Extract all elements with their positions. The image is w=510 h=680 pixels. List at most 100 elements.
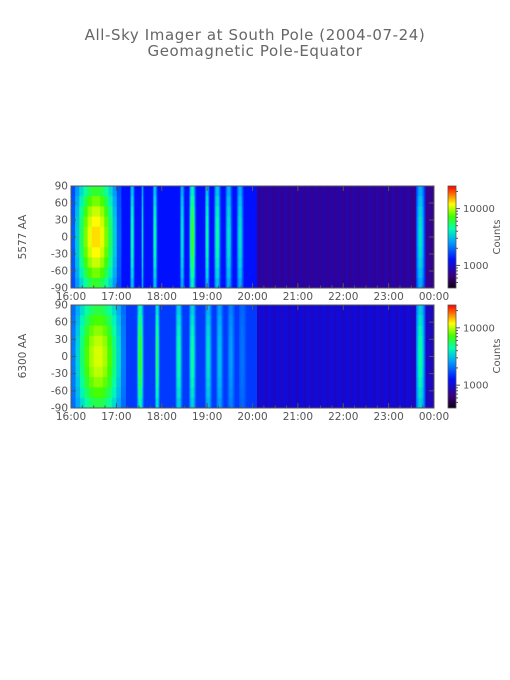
heatmap-column xyxy=(326,305,329,408)
x-tick-label: 00:00 xyxy=(419,411,449,423)
heatmap-band-cell xyxy=(219,206,221,218)
heatmap-band-cell xyxy=(416,346,418,357)
heatmap-band-cell xyxy=(229,237,231,248)
heatmap-band-cell xyxy=(211,377,213,388)
heatmap-band-cell xyxy=(111,387,117,399)
heatmap-band-cell xyxy=(137,305,139,316)
heatmap-band-cell xyxy=(217,206,219,218)
heatmap-band-cell xyxy=(104,196,109,207)
heatmap-band-cell xyxy=(102,397,108,409)
heatmap-band-cell xyxy=(418,305,420,316)
heatmap-column xyxy=(340,186,343,288)
heatmap-column xyxy=(269,186,272,288)
heatmap-band-cell xyxy=(221,397,223,409)
heatmap-band-cell xyxy=(216,277,218,289)
heatmap-band-cell xyxy=(421,237,424,248)
heatmap-band-cell xyxy=(139,356,141,368)
heatmap-band-cell xyxy=(419,247,421,258)
heatmap-band-cell xyxy=(139,305,141,316)
heatmap-band-cell xyxy=(216,397,218,409)
heatmap-band-cell xyxy=(175,377,177,388)
heatmap-band-cell xyxy=(192,305,195,316)
heatmap-band-cell xyxy=(79,216,84,228)
heatmap-band-cell xyxy=(416,277,418,289)
heatmap-band-cell xyxy=(216,346,218,357)
heatmap-band-cell xyxy=(136,377,138,388)
heatmap-band-cell xyxy=(229,196,231,207)
heatmap-band-cell xyxy=(238,247,240,258)
heatmap-band-cell xyxy=(423,247,425,258)
heatmap-band-cell xyxy=(218,206,220,218)
heatmap-column xyxy=(324,305,327,408)
heatmap-column xyxy=(412,186,415,288)
heatmap-band-cell xyxy=(137,356,139,368)
heatmap-band-cell xyxy=(116,267,122,279)
heatmap-band-cell xyxy=(230,247,233,258)
heatmap-band-cell xyxy=(139,305,141,316)
heatmap-band-cell xyxy=(236,237,238,248)
heatmap-band-cell xyxy=(178,346,180,357)
heatmap-band-cell xyxy=(225,277,227,289)
heatmap-band-cell xyxy=(416,335,418,347)
heatmap-band-cell xyxy=(111,356,117,368)
heatmap-band-cell xyxy=(159,356,160,368)
heatmap-band-cell xyxy=(213,226,215,238)
heatmap-band-cell xyxy=(219,387,221,399)
heatmap-band-cell xyxy=(143,196,145,207)
heatmap-band-cell xyxy=(417,186,419,197)
heatmap-band-cell xyxy=(75,226,80,238)
heatmap-column xyxy=(291,186,294,288)
heatmap-band-cell xyxy=(208,387,210,399)
heatmap-band-cell xyxy=(184,257,185,269)
heatmap-band-cell xyxy=(217,237,219,248)
heatmap-band-cell xyxy=(143,325,145,337)
heatmap-band-cell xyxy=(189,335,191,347)
heatmap-band-cell xyxy=(84,366,90,378)
heatmap-band-cell xyxy=(219,315,221,327)
heatmap-band-cell xyxy=(417,356,419,368)
heatmap-band-cell xyxy=(241,397,243,409)
heatmap-column xyxy=(342,186,345,288)
heatmap-band-cell xyxy=(219,226,221,238)
heatmap-band-cell xyxy=(179,325,181,337)
heatmap-band-cell xyxy=(190,196,192,207)
heatmap-band-cell xyxy=(419,325,421,337)
heatmap-band-cell xyxy=(194,257,196,269)
heatmap-band-cell xyxy=(228,277,230,289)
heatmap-band-cell xyxy=(216,325,218,337)
heatmap-column xyxy=(387,186,390,288)
heatmap-band-cell xyxy=(232,335,234,347)
heatmap-column xyxy=(379,186,382,288)
heatmap-band-cell xyxy=(242,196,244,207)
heatmap-band-cell xyxy=(100,237,105,248)
heatmap-band-cell xyxy=(140,346,142,357)
heatmap-band-cell xyxy=(71,315,77,327)
heatmap-band-cell xyxy=(175,397,177,409)
heatmap-band-cell xyxy=(230,186,233,197)
heatmap-band-cell xyxy=(190,315,192,327)
heatmap-band-cell xyxy=(421,387,423,399)
heatmap-band-cell xyxy=(89,315,95,327)
heatmap-band-cell xyxy=(228,247,230,258)
heatmap-column xyxy=(267,186,270,288)
heatmap-band-cell xyxy=(218,226,220,238)
heatmap-band-cell xyxy=(419,216,421,228)
heatmap-band-cell xyxy=(217,267,219,279)
heatmap-band-cell xyxy=(159,397,160,409)
heatmap-band-cell xyxy=(108,186,114,197)
heatmap-band-cell xyxy=(179,356,181,368)
heatmap-column xyxy=(322,305,325,408)
heatmap-band-cell xyxy=(120,325,126,337)
heatmap-band-cell xyxy=(241,226,243,238)
heatmap-band-cell xyxy=(421,277,423,289)
heatmap-band-cell xyxy=(220,356,222,368)
heatmap-band-cell xyxy=(228,397,230,409)
heatmap-band-cell xyxy=(219,257,221,269)
heatmap-column xyxy=(361,186,364,288)
heatmap-column xyxy=(261,305,264,408)
heatmap-band-cell xyxy=(71,257,76,269)
heatmap-band-cell xyxy=(178,325,180,337)
heatmap-band-cell xyxy=(227,397,229,409)
heatmap-band-cell xyxy=(226,216,229,228)
heatmap-band-cell xyxy=(216,226,218,238)
